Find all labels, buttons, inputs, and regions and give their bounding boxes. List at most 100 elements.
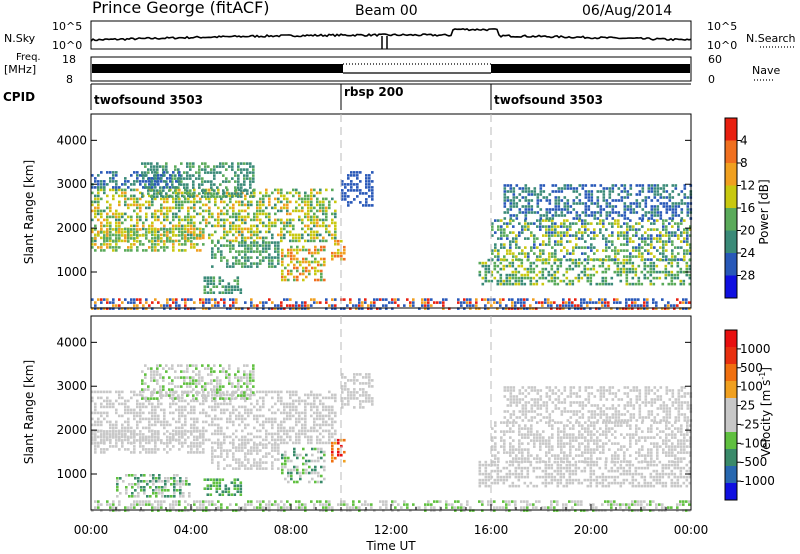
heatmap-cell <box>475 307 478 310</box>
heatmap-cell <box>250 432 253 436</box>
heatmap-cell <box>118 246 121 249</box>
heatmap-cell <box>334 393 337 397</box>
heatmap-cell <box>578 217 582 220</box>
power-heatmap <box>91 162 693 310</box>
heatmap-cell <box>280 307 283 310</box>
heatmap-cell <box>296 456 299 460</box>
heatmap-cell <box>262 438 265 442</box>
heatmap-cell <box>542 219 545 222</box>
heatmap-cell <box>94 228 97 231</box>
heatmap-cell <box>526 273 530 277</box>
heatmap-cell <box>679 270 683 274</box>
heatmap-cell <box>655 270 659 274</box>
heatmap-cell <box>244 408 247 412</box>
heatmap-cell <box>499 304 502 307</box>
heatmap-cell <box>277 390 280 394</box>
heatmap-cell <box>210 373 213 376</box>
heatmap-cell <box>646 304 649 307</box>
heatmap-cell <box>566 187 570 190</box>
heatmap-cell <box>532 270 536 274</box>
heatmap-cell <box>313 301 316 304</box>
heatmap-cell <box>220 250 223 253</box>
heatmap-cell <box>604 258 608 262</box>
heatmap-cell <box>293 248 296 252</box>
heatmap-cell <box>290 251 293 255</box>
heatmap-cell <box>631 261 635 265</box>
heatmap-cell <box>244 259 247 262</box>
heatmap-cell <box>246 177 249 180</box>
heatmap-cell <box>281 257 284 261</box>
heatmap-cell <box>184 237 187 240</box>
heatmap-cell <box>536 196 540 199</box>
heatmap-cell <box>301 399 304 403</box>
heatmap-cell <box>94 243 97 246</box>
heatmap-cell <box>250 301 253 304</box>
heatmap-cell <box>249 373 252 376</box>
heatmap-cell <box>193 423 196 427</box>
heatmap-cell <box>196 436 199 439</box>
heatmap-cell <box>106 301 109 304</box>
heatmap-cell <box>331 417 334 421</box>
heatmap-cell <box>220 441 223 445</box>
heatmap-cell <box>109 231 112 234</box>
heatmap-cell <box>593 202 597 205</box>
heatmap-cell <box>216 195 219 198</box>
heatmap-cell <box>296 245 299 249</box>
heatmap-cell <box>252 373 255 376</box>
heatmap-cell <box>109 439 112 442</box>
heatmap-cell <box>677 237 680 240</box>
heatmap-cell <box>216 376 219 379</box>
heatmap-cell <box>322 396 325 400</box>
heatmap-cell <box>359 180 362 183</box>
heatmap-cell <box>286 298 289 301</box>
heatmap-cell <box>664 273 668 277</box>
heatmap-cell <box>262 203 265 207</box>
heatmap-cell <box>106 218 109 222</box>
heatmap-cell <box>287 471 290 475</box>
heatmap-cell <box>152 474 155 477</box>
heatmap-cell <box>220 443 223 446</box>
heatmap-cell <box>220 417 223 421</box>
heatmap-cell <box>237 165 240 168</box>
heatmap-cell <box>391 307 394 310</box>
heatmap-cell <box>283 197 286 201</box>
heatmap-cell <box>153 391 156 394</box>
heatmap-cell <box>220 253 223 256</box>
heatmap-cell <box>629 252 632 255</box>
heatmap-cell <box>100 301 103 304</box>
heatmap-cell <box>499 261 503 265</box>
heatmap-cell <box>183 186 186 189</box>
heatmap-cell <box>590 202 594 205</box>
heatmap-cell <box>433 301 436 304</box>
heatmap-cell <box>284 462 287 466</box>
heatmap-cell <box>151 233 154 237</box>
heatmap-cell <box>177 186 180 189</box>
heatmap-cell <box>156 195 159 198</box>
heatmap-cell <box>608 205 612 208</box>
heatmap-cell <box>295 405 298 409</box>
heatmap-cell <box>103 240 106 243</box>
heatmap-cell <box>487 301 490 304</box>
heatmap-cell <box>548 199 552 202</box>
heatmap-cell <box>653 222 656 225</box>
heatmap-cell <box>139 433 142 436</box>
heatmap-cell <box>190 246 193 249</box>
heatmap-cell <box>503 228 506 231</box>
heatmap-cell <box>670 261 674 265</box>
heatmap-cell <box>287 474 290 478</box>
heatmap-cell <box>515 202 519 205</box>
heatmap-cell <box>554 202 558 205</box>
heatmap-cell <box>154 432 157 436</box>
heatmap-cell <box>256 247 259 250</box>
heatmap-cell <box>674 208 678 211</box>
heatmap-cell <box>572 187 576 190</box>
heatmap-cell <box>293 465 296 469</box>
heatmap-cell <box>334 411 337 415</box>
heatmap-cell <box>124 197 127 201</box>
heatmap-cell <box>289 438 292 442</box>
heatmap-cell <box>178 408 181 412</box>
heatmap-cell <box>382 304 385 307</box>
heatmap-cell <box>265 236 268 240</box>
heatmap-cell <box>244 262 247 265</box>
heatmap-cell <box>280 426 283 430</box>
